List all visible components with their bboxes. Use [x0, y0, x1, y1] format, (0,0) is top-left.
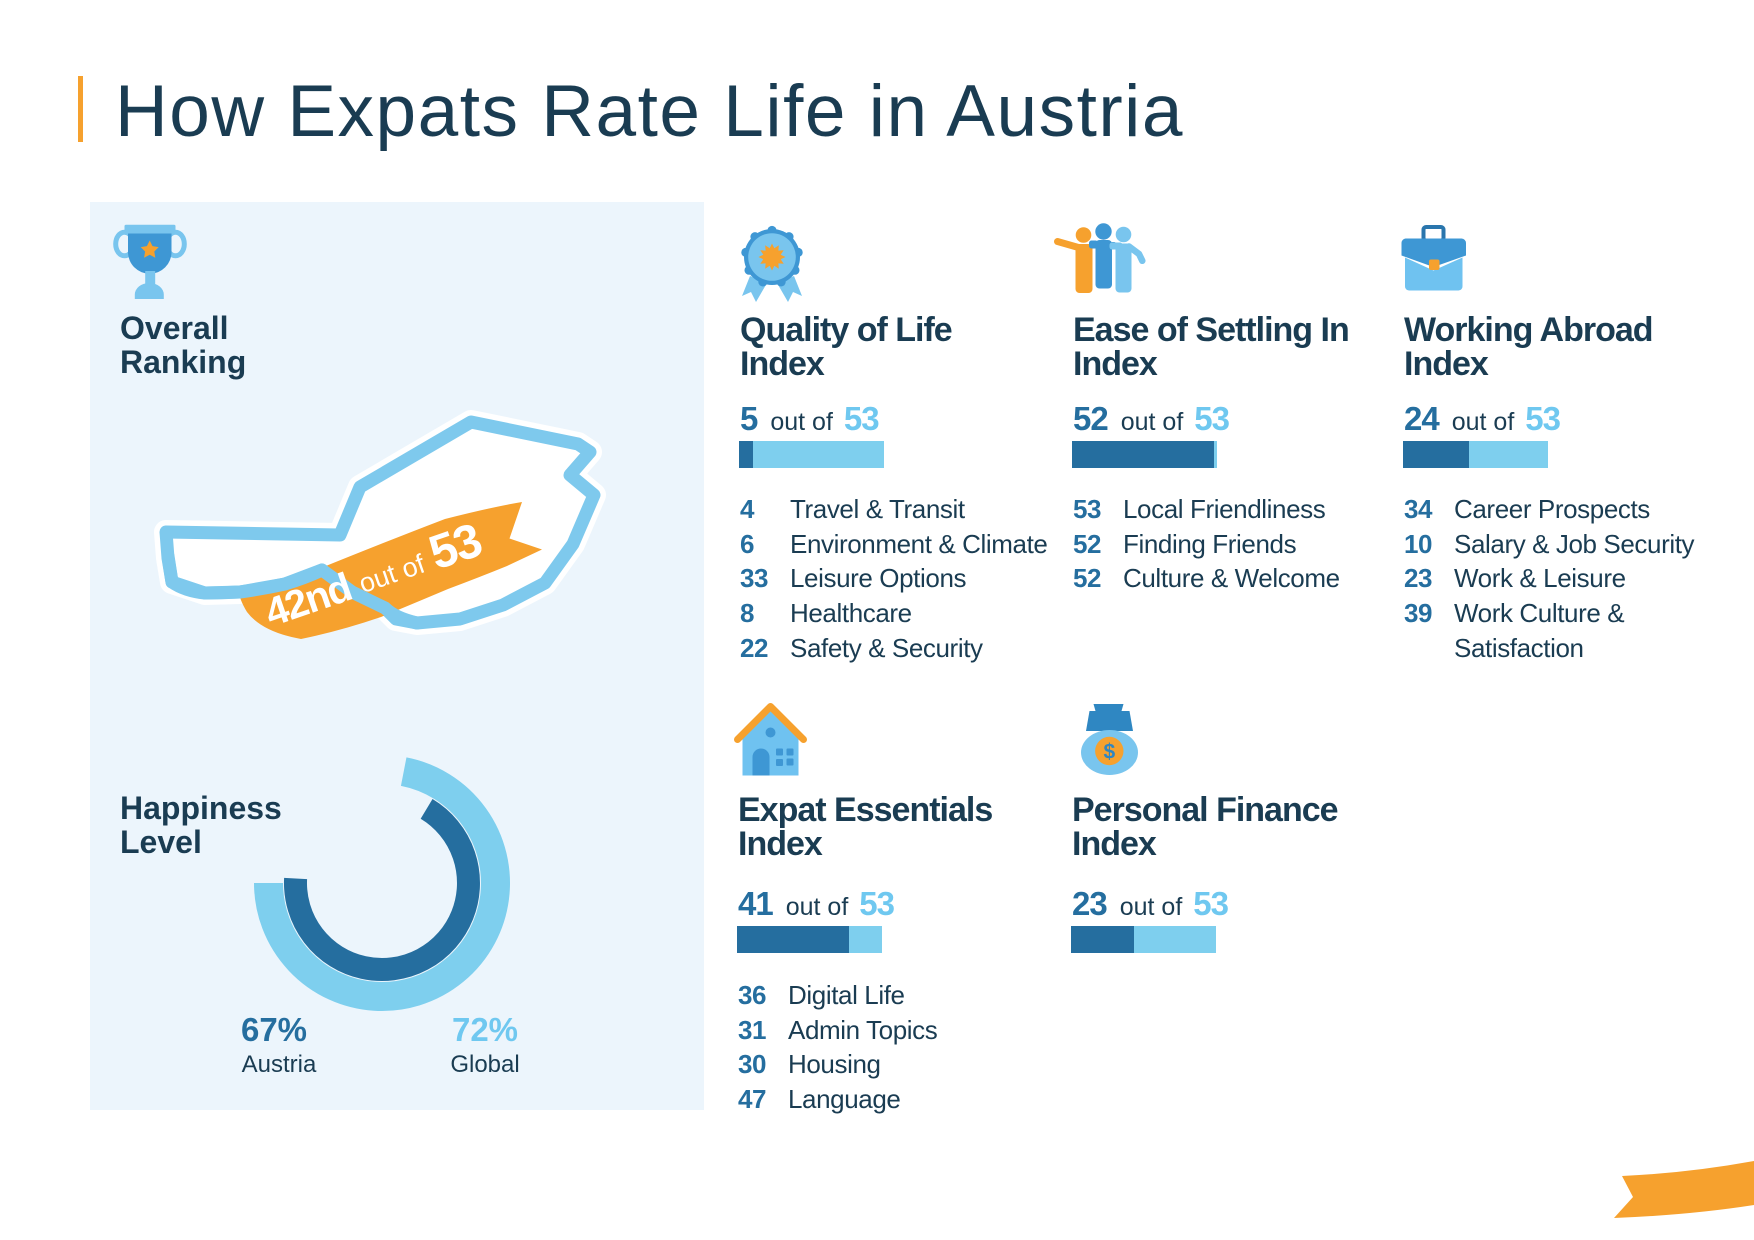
svg-text:$: $: [1103, 741, 1115, 764]
